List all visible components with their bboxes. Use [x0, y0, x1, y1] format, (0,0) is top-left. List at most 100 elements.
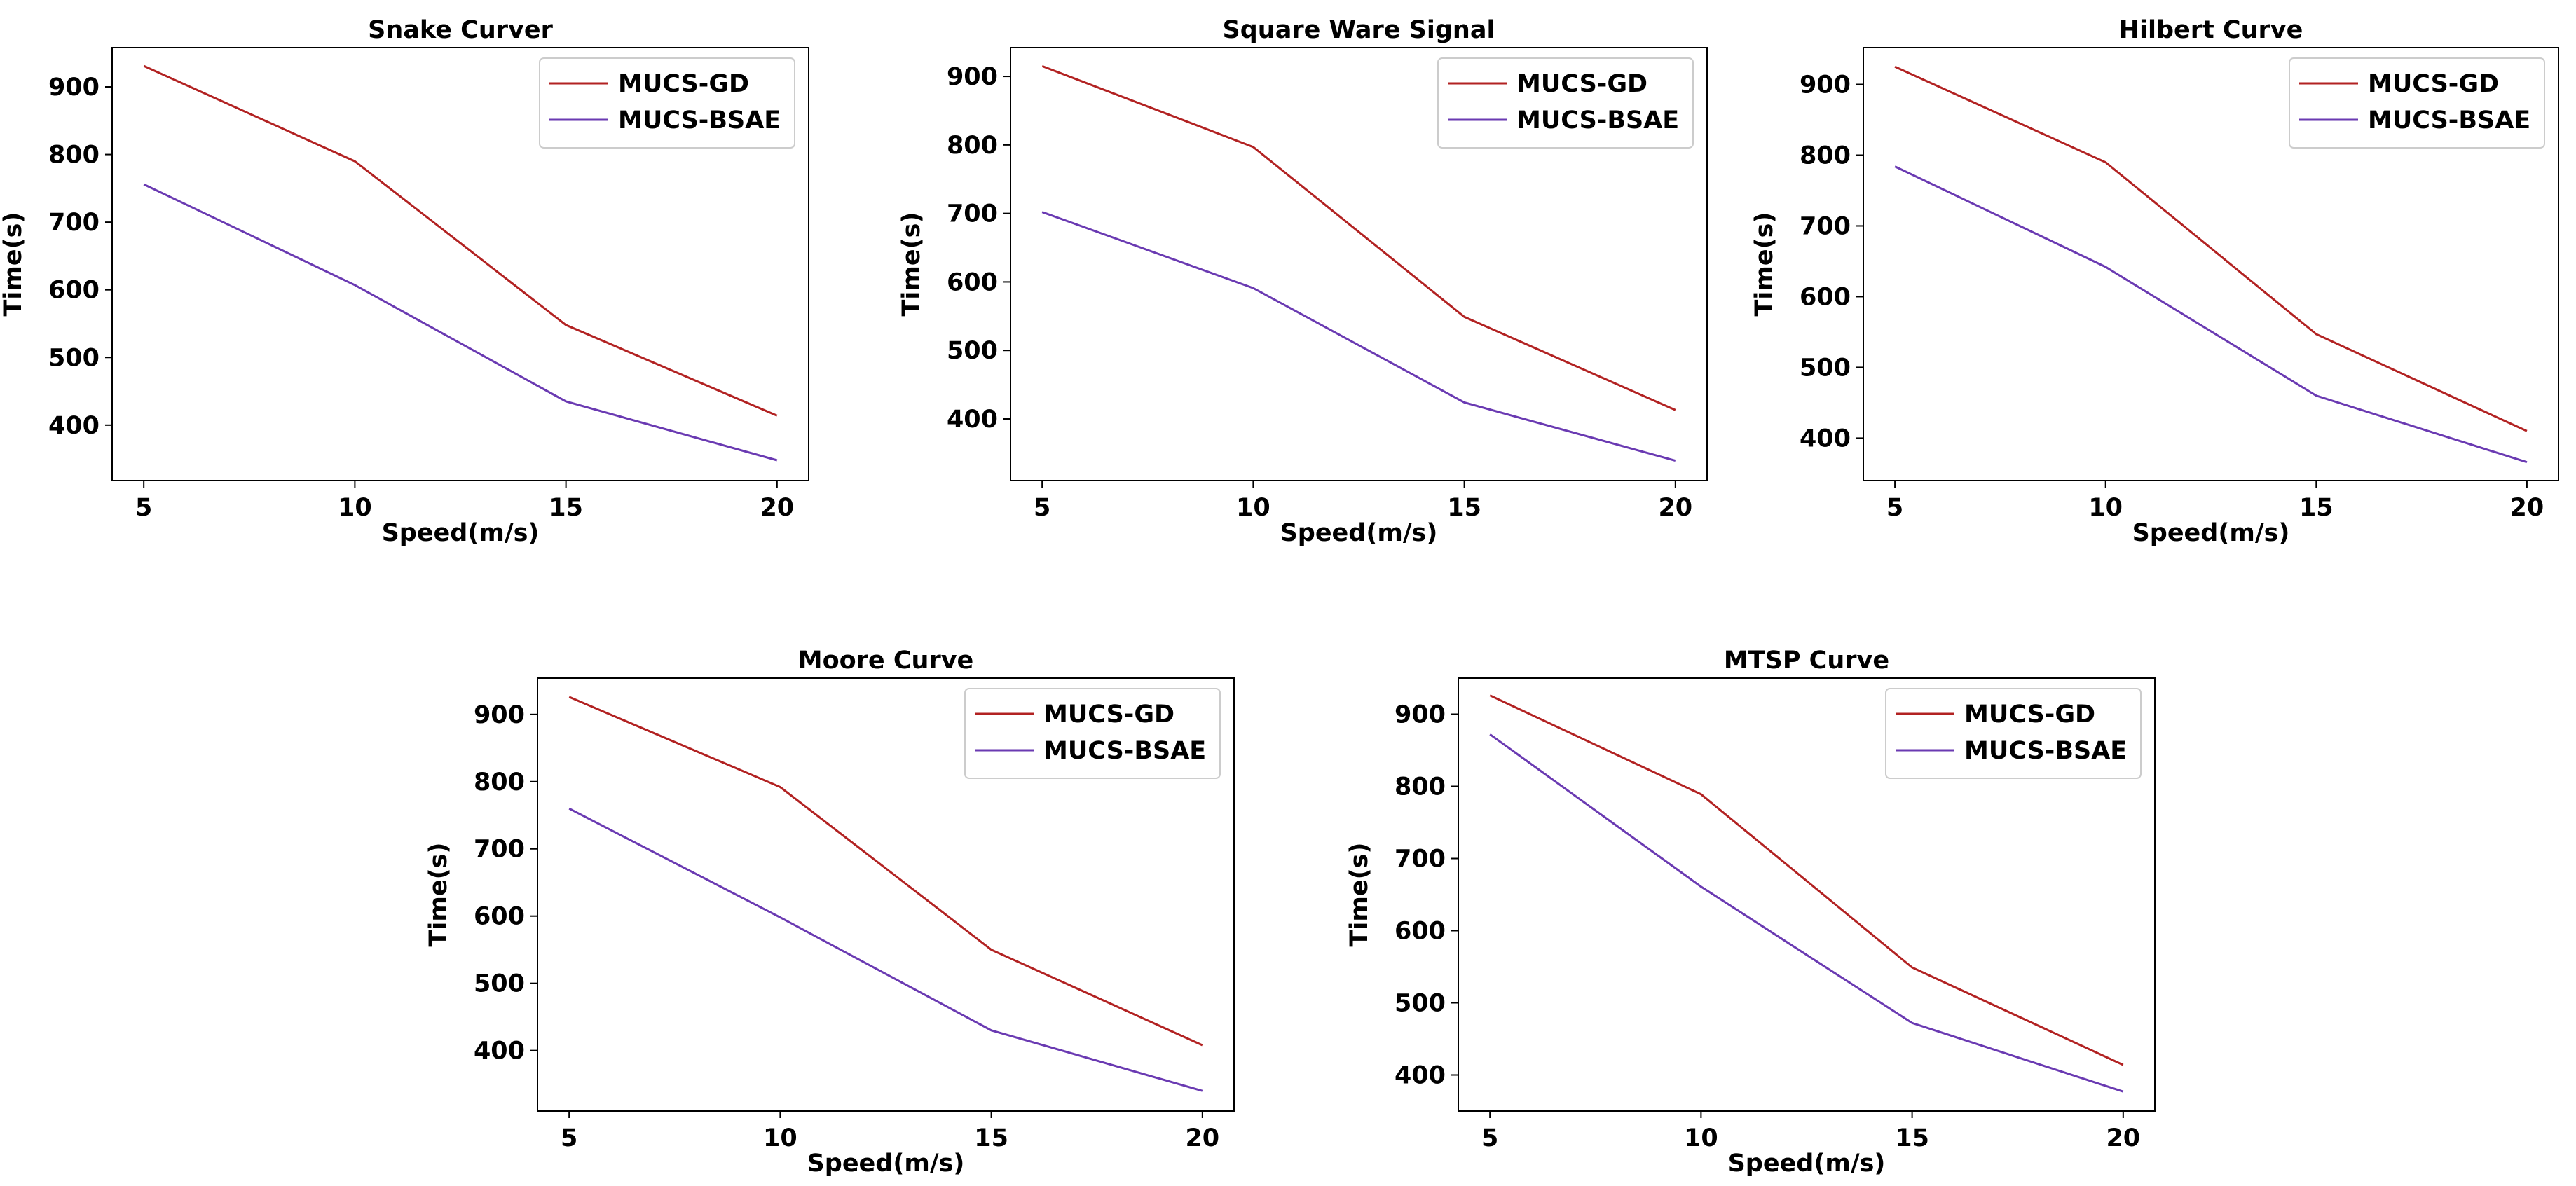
x-tick-label: 10 — [763, 1124, 797, 1152]
y-tick-label: 500 — [474, 970, 525, 998]
series-line-mucs-gd — [1489, 694, 2124, 1066]
y-tick-label: 400 — [1800, 425, 1851, 453]
y-tick-label: 500 — [48, 344, 100, 372]
y-tick-label: 600 — [48, 277, 100, 305]
x-tick-label: 15 — [1895, 1124, 1929, 1152]
x-tick-label: 5 — [1034, 494, 1050, 522]
x-tick-label: 10 — [1236, 494, 1270, 522]
y-tick-label: 400 — [474, 1037, 525, 1066]
legend-label: MUCS-BSAE — [1043, 737, 1206, 765]
series-line-mucs-gd — [1041, 64, 1676, 411]
legend-label: MUCS-BSAE — [618, 106, 781, 135]
y-tick-label: 800 — [947, 132, 998, 160]
plot-frame — [537, 677, 1235, 1112]
legend-box — [1437, 57, 1694, 149]
y-tick-label: 800 — [474, 768, 525, 797]
y-tick-label: 900 — [1800, 71, 1851, 99]
y-tick-label: 900 — [474, 701, 525, 729]
y-axis-label: Time(s) — [1751, 212, 1779, 317]
legend: MUCS-GD MUCS-BSAE — [2289, 57, 2545, 149]
legend: MUCS-GD MUCS-BSAE — [1885, 688, 2142, 779]
y-axis-label: Time(s) — [425, 843, 453, 947]
plot-frame — [111, 47, 809, 481]
subplot-4: Moore Curve 5 10 15 20 400 500 600 700 800 900 Spee… — [425, 647, 1235, 1178]
x-tick-label: 20 — [2106, 1124, 2140, 1152]
y-tick-label: 400 — [947, 406, 998, 434]
y-axis-label: Time(s) — [1345, 843, 1373, 947]
y-axis-label: Time(s) — [898, 212, 926, 317]
y-tick-label: 600 — [1395, 918, 1446, 946]
subplot-2: Square Ware Signal 5 10 15 20 400 500 600 700 800… — [898, 16, 1708, 547]
series-line-mucs-bsae — [1894, 165, 2528, 464]
y-tick-label: 600 — [1800, 283, 1851, 311]
x-axis-label: Speed(m/s) — [1728, 1150, 1886, 1178]
series-line-mucs-gd — [568, 696, 1203, 1047]
y-tick-label: 400 — [1395, 1062, 1446, 1090]
legend-label: MUCS-GD — [1964, 701, 2095, 729]
y-tick-label: 500 — [1800, 354, 1851, 382]
legend-box — [964, 688, 1221, 779]
x-tick-label: 5 — [561, 1124, 577, 1152]
y-tick-label: 800 — [48, 142, 100, 170]
legend: MUCS-GD MUCS-BSAE — [1437, 57, 1694, 149]
y-tick-label: 400 — [48, 412, 100, 440]
subplot-1: Snake Curver 5 10 15 20 400 500 600 700 800 900 Spe… — [0, 16, 809, 547]
legend-box — [539, 57, 795, 149]
chart-title: MTSP Curve — [1724, 647, 1889, 675]
y-tick-label: 800 — [1800, 142, 1851, 170]
y-tick-label: 700 — [48, 209, 100, 237]
y-tick-label: 500 — [1395, 990, 1446, 1018]
legend: MUCS-GD MUCS-BSAE — [539, 57, 795, 149]
legend: MUCS-GD MUCS-BSAE — [964, 688, 1221, 779]
series-line-mucs-gd — [143, 64, 778, 417]
chart-title: Hilbert Curve — [2119, 16, 2303, 44]
x-tick-label: 5 — [1481, 1124, 1498, 1152]
y-axis-label: Time(s) — [0, 212, 27, 317]
plot-frame — [1010, 47, 1708, 481]
subplot-5: MTSP Curve 5 10 15 20 400 500 600 700 800 900 Speed… — [1345, 647, 2156, 1178]
x-tick-label: 10 — [2088, 494, 2123, 522]
y-tick-label: 700 — [474, 836, 525, 864]
y-tick-label: 600 — [947, 268, 998, 296]
series-line-mucs-bsae — [568, 807, 1203, 1092]
legend-label: MUCS-GD — [1043, 701, 1174, 729]
plot-frame — [1863, 47, 2559, 481]
x-axis-label: Speed(m/s) — [807, 1150, 965, 1178]
x-tick-label: 5 — [135, 494, 152, 522]
series-line-mucs-bsae — [1489, 733, 2124, 1093]
y-tick-label: 700 — [1395, 846, 1446, 874]
x-tick-label: 20 — [2510, 494, 2544, 522]
x-tick-label: 5 — [1886, 494, 1903, 522]
x-tick-label: 15 — [549, 494, 583, 522]
series-line-mucs-gd — [1894, 65, 2528, 432]
y-tick-label: 800 — [1395, 773, 1446, 801]
x-tick-label: 10 — [1684, 1124, 1718, 1152]
x-axis-label: Speed(m/s) — [1280, 519, 1438, 547]
legend-label: MUCS-GD — [2368, 70, 2499, 98]
legend-label: MUCS-GD — [618, 70, 749, 98]
plot-frame — [1458, 677, 2156, 1112]
legend-label: MUCS-BSAE — [1516, 106, 1679, 135]
y-tick-label: 900 — [48, 74, 100, 102]
legend-label: MUCS-BSAE — [1964, 737, 2127, 765]
x-tick-label: 15 — [2299, 494, 2334, 522]
chart-title: Square Ware Signal — [1223, 16, 1495, 44]
x-tick-label: 10 — [338, 494, 372, 522]
subplot-3: Hilbert Curve 5 10 15 20 400 500 600 700 800 900 Sp… — [1751, 16, 2559, 547]
legend-label: MUCS-GD — [1516, 70, 1647, 98]
x-tick-label: 20 — [1658, 494, 1692, 522]
y-tick-label: 900 — [947, 63, 998, 91]
legend-box — [1885, 688, 2142, 779]
x-tick-label: 15 — [974, 1124, 1008, 1152]
y-tick-label: 900 — [1395, 701, 1446, 729]
x-tick-label: 20 — [1185, 1124, 1219, 1152]
chart-title: Snake Curver — [368, 16, 553, 44]
series-line-mucs-bsae — [1041, 211, 1676, 462]
x-axis-label: Speed(m/s) — [2132, 519, 2290, 547]
x-tick-label: 20 — [760, 494, 794, 522]
legend-box — [2289, 57, 2545, 149]
y-tick-label: 700 — [1800, 212, 1851, 240]
legend-label: MUCS-BSAE — [2368, 106, 2530, 135]
x-tick-label: 15 — [1447, 494, 1481, 522]
